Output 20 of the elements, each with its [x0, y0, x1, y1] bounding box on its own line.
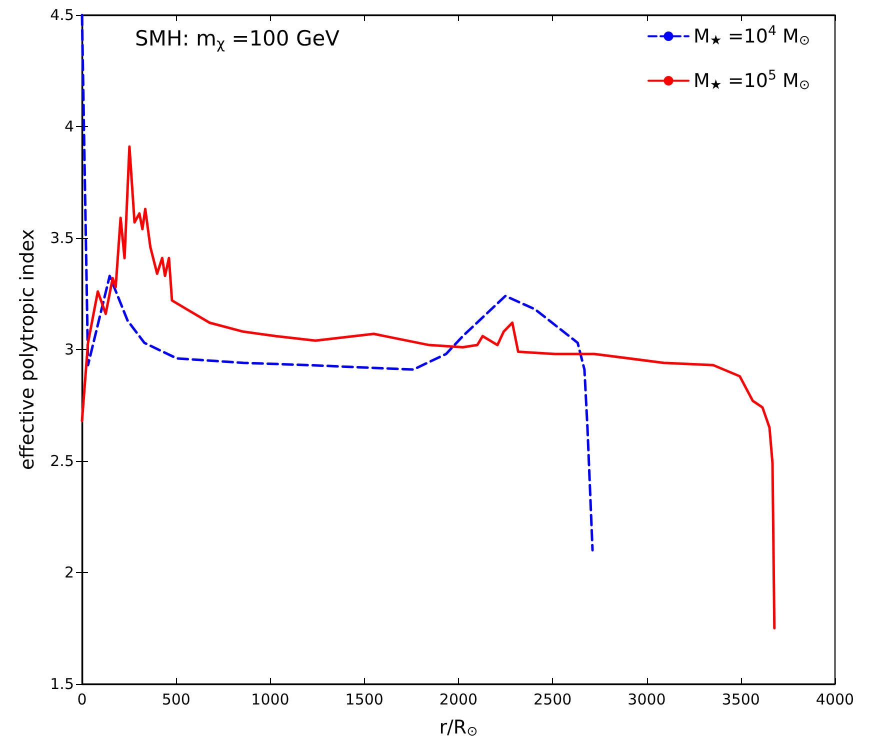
x-tick-label: 2000 — [439, 690, 478, 708]
line-series — [80, 14, 594, 552]
y-tick-label: 2 — [64, 564, 74, 582]
x-tick-label: 1000 — [251, 690, 290, 708]
y-tick-label: 4.5 — [50, 6, 74, 24]
y-tick-label: 4 — [64, 118, 74, 136]
x-axis-title: r/R⊙ — [439, 716, 478, 740]
y-tick-label: 1.5 — [50, 675, 74, 693]
y-axis-title: effective polytropic index — [16, 228, 38, 470]
x-tick-label: 4000 — [816, 690, 854, 708]
x-tick-label: 0 — [77, 690, 87, 708]
x-tick-label: 2500 — [534, 690, 572, 708]
y-tick-label: 3.5 — [50, 229, 74, 247]
y-tick-label: 3 — [64, 340, 74, 358]
x-tick-label: 3500 — [722, 690, 760, 708]
x-tick-label: 500 — [162, 690, 190, 708]
line-series — [80, 145, 776, 630]
x-tick-label: 3000 — [628, 690, 666, 708]
x-tick-label: 1500 — [345, 690, 384, 708]
y-tick-label: 2.5 — [50, 452, 74, 470]
